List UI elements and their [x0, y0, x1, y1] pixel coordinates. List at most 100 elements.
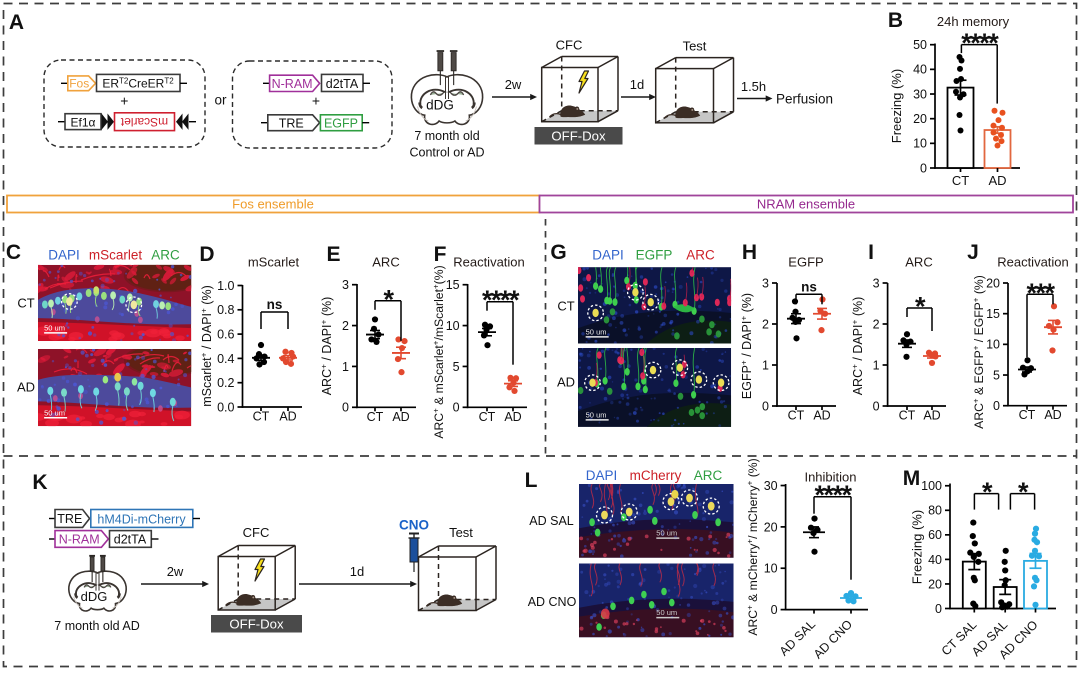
svg-text:1: 1: [762, 358, 769, 372]
svg-text:CT: CT: [788, 409, 805, 423]
svg-text:AD: AD: [279, 410, 296, 424]
svg-text:0: 0: [935, 602, 942, 616]
svg-text:ARC+ / DAPI+ (%): ARC+ / DAPI+ (%): [320, 297, 335, 396]
svg-text:M: M: [903, 467, 921, 490]
svg-text:Test: Test: [449, 525, 473, 540]
svg-text:Ef1α: Ef1α: [71, 115, 96, 129]
svg-text:2w: 2w: [505, 77, 522, 92]
svg-text:d2tTA: d2tTA: [326, 77, 359, 91]
svg-text:2: 2: [762, 317, 769, 331]
svg-text:2: 2: [342, 319, 349, 333]
svg-text:TRE: TRE: [279, 116, 304, 130]
svg-text:CT: CT: [557, 299, 574, 314]
svg-text:CT: CT: [1019, 408, 1036, 422]
svg-text:DAPI: DAPI: [48, 248, 80, 263]
svg-text:7 month old: 7 month old: [414, 129, 479, 143]
svg-text:OFF-Dox: OFF-Dox: [229, 617, 284, 632]
svg-text:H: H: [742, 241, 757, 264]
svg-text:D: D: [199, 243, 214, 266]
svg-text:50 um: 50 um: [656, 529, 677, 538]
svg-text:1: 1: [873, 358, 880, 372]
svg-text:3: 3: [762, 276, 769, 290]
svg-text:mScarlet: mScarlet: [89, 248, 143, 263]
svg-text:30: 30: [913, 87, 927, 101]
svg-text:+: +: [120, 92, 128, 108]
svg-text:***: ***: [1026, 278, 1055, 308]
svg-text:I: I: [868, 241, 874, 264]
svg-text:G: G: [550, 241, 566, 264]
svg-text:or: or: [214, 93, 227, 108]
svg-text:50 um: 50 um: [44, 408, 65, 417]
svg-text:15: 15: [446, 278, 460, 292]
svg-text:40: 40: [913, 63, 927, 77]
svg-text:AD: AD: [17, 380, 35, 395]
svg-text:Freezing (%): Freezing (%): [910, 510, 925, 584]
svg-text:ARC: ARC: [372, 255, 399, 270]
svg-text:24h memory: 24h memory: [937, 14, 1010, 29]
svg-text:Freezing (%): Freezing (%): [889, 69, 904, 143]
svg-text:AD: AD: [1044, 408, 1061, 422]
svg-text:B: B: [888, 9, 903, 32]
svg-text:mScarlet+ / DAPI+ (%): mScarlet+ / DAPI+ (%): [200, 285, 215, 407]
svg-text:Test: Test: [683, 39, 707, 54]
svg-text:dDG: dDG: [426, 98, 454, 113]
svg-text:40: 40: [928, 553, 942, 567]
svg-text:3: 3: [873, 276, 880, 290]
svg-text:CT: CT: [367, 410, 384, 424]
svg-text:ARC+ & EGFP+ / EGFP+ (%): ARC+ & EGFP+ / EGFP+ (%): [972, 275, 986, 429]
svg-text:dDG: dDG: [81, 589, 108, 604]
svg-text:0.2: 0.2: [217, 376, 234, 390]
svg-text:0: 0: [771, 603, 778, 617]
svg-text:ARC: ARC: [151, 248, 180, 263]
svg-text:ns: ns: [267, 297, 283, 312]
svg-text:CT: CT: [952, 173, 969, 188]
svg-text:AD: AD: [988, 173, 1006, 188]
svg-text:N-RAM: N-RAM: [272, 77, 313, 91]
svg-text:DAPI: DAPI: [592, 248, 624, 263]
svg-text:60: 60: [928, 528, 942, 542]
svg-text:A: A: [9, 11, 24, 34]
svg-text:AD: AD: [504, 410, 521, 424]
svg-text:Reactivation: Reactivation: [997, 255, 1069, 270]
svg-text:Reactivation: Reactivation: [453, 255, 525, 270]
svg-text:CT: CT: [17, 296, 34, 311]
svg-text:TRE: TRE: [57, 512, 82, 526]
svg-text:100: 100: [921, 479, 942, 493]
svg-text:ARC: ARC: [694, 468, 723, 483]
svg-text:N-RAM: N-RAM: [59, 532, 100, 546]
svg-text:15: 15: [986, 307, 1000, 321]
svg-text:Inhibition: Inhibition: [804, 470, 856, 485]
svg-text:10: 10: [986, 338, 1000, 352]
svg-text:EGFP: EGFP: [324, 117, 358, 131]
svg-text:AD: AD: [813, 409, 830, 423]
svg-text:DAPI: DAPI: [586, 468, 618, 483]
svg-text:80: 80: [928, 504, 942, 518]
svg-text:hM4Di-mCherry: hM4Di-mCherry: [97, 512, 186, 526]
svg-text:10: 10: [446, 319, 460, 333]
svg-text:L: L: [525, 469, 538, 492]
svg-text:1.5h: 1.5h: [741, 79, 766, 94]
svg-text:AD: AD: [923, 409, 940, 423]
svg-text:7 month old AD: 7 month old AD: [54, 619, 139, 633]
svg-text:AD CNO: AD CNO: [528, 595, 577, 609]
svg-text:F: F: [434, 243, 447, 266]
svg-text:ARC: ARC: [905, 255, 932, 270]
svg-text:CT: CT: [253, 410, 270, 424]
svg-text:J: J: [967, 241, 979, 264]
svg-text:50 um: 50 um: [656, 608, 677, 617]
svg-text:0.4: 0.4: [217, 352, 234, 366]
svg-text:50 um: 50 um: [44, 323, 65, 332]
svg-text:1d: 1d: [630, 77, 644, 92]
svg-text:1.0: 1.0: [217, 279, 234, 293]
svg-text:3: 3: [342, 278, 349, 292]
svg-text:AD: AD: [557, 375, 575, 390]
svg-text:0: 0: [453, 401, 460, 415]
svg-text:0: 0: [920, 161, 927, 175]
svg-text:ARC: ARC: [686, 248, 715, 263]
svg-text:1: 1: [342, 360, 349, 374]
svg-text:ns: ns: [801, 279, 817, 294]
svg-text:+: +: [312, 92, 320, 108]
svg-text:ARC+ / DAPI+ (%): ARC+ / DAPI+ (%): [851, 297, 866, 396]
svg-text:****: ****: [961, 28, 999, 58]
svg-text:0: 0: [762, 399, 769, 413]
